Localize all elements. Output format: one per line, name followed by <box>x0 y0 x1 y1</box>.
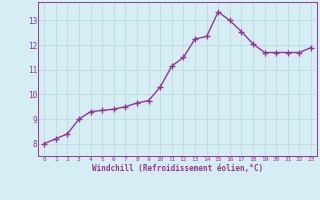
X-axis label: Windchill (Refroidissement éolien,°C): Windchill (Refroidissement éolien,°C) <box>92 164 263 173</box>
